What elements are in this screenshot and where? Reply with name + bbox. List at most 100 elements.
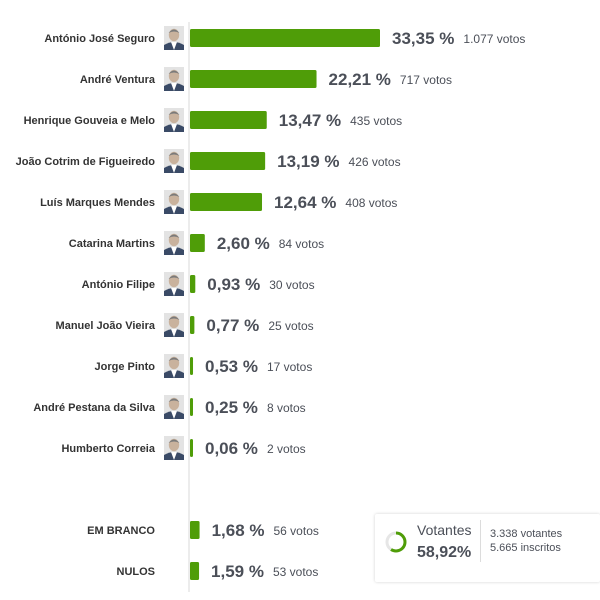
result-bar: [190, 357, 194, 375]
candidate-name: António José Seguro: [44, 33, 155, 45]
avatar-hair: [168, 152, 180, 156]
candidate-avatar-icon: [164, 108, 184, 132]
result-votes: 53 votos: [273, 565, 318, 579]
candidate-avatar-icon: [164, 395, 184, 419]
result-bar: [190, 316, 195, 334]
candidate-row: Humberto Correia 0,06 % 2 votos: [61, 436, 306, 460]
result-votes: 408 votos: [345, 196, 397, 210]
result-percentage: 33,35 %: [392, 29, 454, 48]
result-bar: [190, 234, 205, 252]
avatar-shirt: [171, 370, 177, 378]
avatar-head: [168, 233, 180, 247]
candidate-name: Manuel João Vieira: [56, 320, 156, 332]
candidate-name: Luís Marques Mendes: [40, 197, 155, 209]
result-votes: 8 votos: [267, 401, 306, 415]
candidate-name: António Filipe: [82, 279, 155, 291]
avatar-shirt: [171, 83, 177, 91]
other-row: NULOS 1,59 % 53 votos: [117, 562, 318, 581]
avatar-head: [168, 192, 180, 206]
avatar-head: [168, 28, 180, 42]
avatar-head: [168, 397, 180, 411]
avatar-head: [168, 356, 180, 370]
candidate-avatar-icon: [164, 436, 184, 460]
result-votes: 84 votos: [279, 237, 324, 251]
result-bar: [190, 70, 317, 88]
turnout-voters: 3.338 votantes: [490, 528, 563, 540]
candidate-row: António Filipe 0,93 % 30 votos: [82, 272, 315, 296]
turnout-percentage: 58,92%: [417, 544, 472, 561]
result-votes: 1.077 votos: [463, 32, 525, 46]
avatar-hair: [168, 193, 180, 197]
result-bar: [190, 562, 200, 580]
candidate-row: Jorge Pinto 0,53 % 17 votos: [94, 354, 312, 378]
result-bar: [190, 439, 193, 457]
result-votes: 56 votos: [274, 524, 319, 538]
result-percentage: 13,19 %: [277, 152, 339, 171]
avatar-shirt: [171, 247, 177, 255]
candidate-row: André Pestana da Silva 0,25 % 8 votos: [33, 395, 306, 419]
result-votes: 2 votos: [267, 442, 306, 456]
result-percentage: 0,77 %: [206, 316, 259, 335]
avatar-head: [168, 110, 180, 124]
result-bar: [190, 398, 193, 416]
turnout-label: Votantes: [417, 522, 472, 538]
result-votes: 25 votos: [268, 319, 313, 333]
other-row: EM BRANCO 1,68 % 56 votos: [87, 521, 319, 540]
candidate-name: Humberto Correia: [61, 443, 155, 455]
result-votes: 30 votos: [269, 278, 314, 292]
avatar-hair: [168, 357, 180, 361]
avatar-head: [168, 438, 180, 452]
candidate-row: André Ventura 22,21 % 717 votos: [80, 67, 452, 91]
result-percentage: 22,21 %: [329, 70, 391, 89]
candidate-avatar-icon: [164, 190, 184, 214]
result-percentage: 12,64 %: [274, 193, 336, 212]
candidate-row: Manuel João Vieira 0,77 % 25 votos: [56, 313, 314, 337]
turnout-ring-arc: [385, 531, 407, 553]
avatar-shirt: [171, 42, 177, 50]
result-votes: 717 votos: [400, 73, 452, 87]
result-bar: [190, 275, 196, 293]
candidate-avatar-icon: [164, 149, 184, 173]
candidate-name: Catarina Martins: [69, 238, 155, 250]
result-percentage: 13,47 %: [279, 111, 341, 130]
result-bar: [190, 193, 263, 211]
avatar-shirt: [171, 206, 177, 214]
turnout-divider: [480, 520, 481, 562]
candidate-name: Henrique Gouveia e Melo: [24, 115, 156, 127]
result-percentage: 1,59 %: [211, 562, 264, 581]
candidate-avatar-icon: [164, 231, 184, 255]
avatar-shirt: [171, 411, 177, 419]
result-percentage: 0,06 %: [205, 439, 258, 458]
candidate-name: André Pestana da Silva: [33, 402, 156, 414]
turnout-registered: 5.665 inscritos: [490, 542, 561, 554]
avatar-hair: [168, 439, 180, 443]
result-percentage: 1,68 %: [212, 521, 265, 540]
candidate-avatar-icon: [164, 272, 184, 296]
avatar-shirt: [171, 329, 177, 337]
avatar-hair: [168, 111, 180, 115]
avatar-head: [168, 274, 180, 288]
avatar-head: [168, 315, 180, 329]
result-votes: 17 votos: [267, 360, 312, 374]
result-bar: [190, 152, 266, 170]
result-bar: [190, 111, 267, 129]
result-votes: 426 votos: [349, 155, 401, 169]
avatar-head: [168, 151, 180, 165]
result-percentage: 0,25 %: [205, 398, 258, 417]
candidate-row: João Cotrim de Figueiredo 13,19 % 426 voto…: [16, 149, 401, 173]
result-bar: [190, 521, 200, 539]
avatar-shirt: [171, 165, 177, 173]
result-percentage: 2,60 %: [217, 234, 270, 253]
result-percentage: 0,53 %: [205, 357, 258, 376]
other-name: EM BRANCO: [87, 525, 155, 537]
candidate-name: Jorge Pinto: [94, 361, 155, 373]
candidate-row: Luís Marques Mendes 12,64 % 408 votos: [40, 190, 397, 214]
result-percentage: 0,93 %: [207, 275, 260, 294]
turnout-card: Votantes 58,92% 3.338 votantes 5.665 ins…: [375, 514, 600, 582]
result-bar: [190, 29, 380, 47]
avatar-shirt: [171, 288, 177, 296]
candidate-row: António José Seguro 33,35 % 1.077 votos: [44, 26, 525, 50]
avatar-hair: [168, 234, 180, 238]
avatar-shirt: [171, 124, 177, 132]
